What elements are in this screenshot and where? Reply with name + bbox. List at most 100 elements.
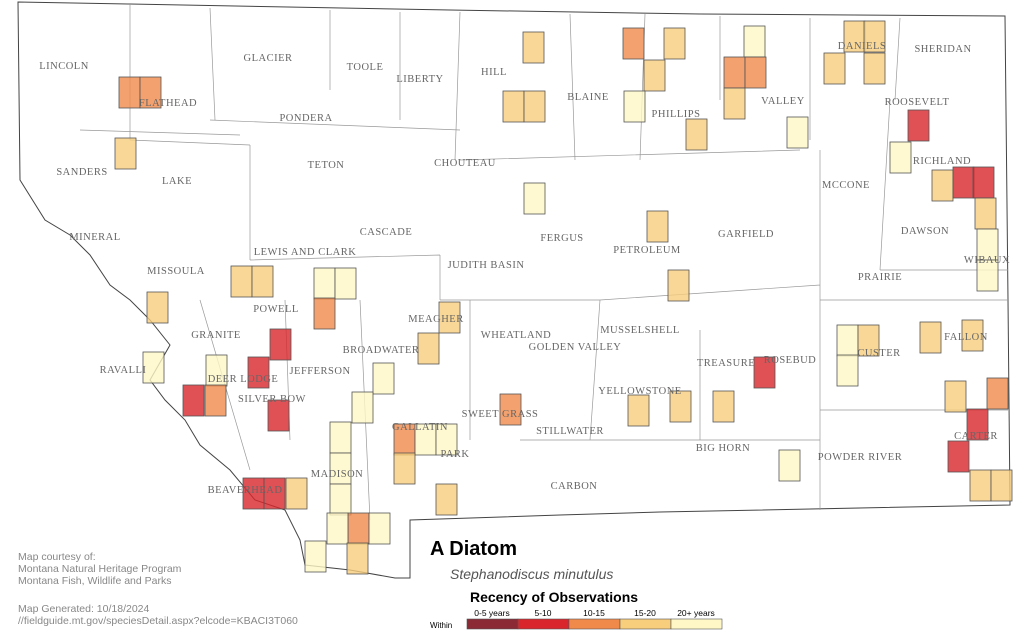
- county-label: MINERAL: [69, 232, 120, 243]
- observation-square: [204, 384, 227, 417]
- legend-label: 5-10: [534, 608, 551, 618]
- observation-square: [523, 90, 546, 123]
- county-label: SANDERS: [56, 167, 107, 178]
- county-label: BIG HORN: [696, 443, 750, 454]
- observation-square: [114, 137, 137, 170]
- county-label: MADISON: [311, 469, 364, 480]
- observation-square: [723, 87, 746, 120]
- legend: 0-5 years 5-10 10-15 15-20 20+ years: [466, 608, 723, 630]
- county-label: GOLDEN VALLEY: [529, 342, 622, 353]
- county-label: POWELL: [253, 304, 299, 315]
- legend-label: 15-20: [634, 608, 656, 618]
- credit-line: Map courtesy of:: [18, 551, 96, 563]
- legend-prefix: Within: [430, 621, 452, 630]
- county-labels: LINCOLN FLATHEAD GLACIER TOOLE LIBERTY HILL BL…: [39, 41, 1009, 496]
- observation-square: [786, 116, 809, 149]
- county-label: FLATHEAD: [139, 98, 197, 109]
- county-label: POWDER RIVER: [818, 452, 902, 463]
- generated-line: //fieldguide.mt.gov/speciesDetail.aspx?e…: [18, 615, 298, 627]
- observation-square: [944, 380, 967, 413]
- observation-square: [347, 512, 370, 545]
- observation-square: [230, 265, 253, 298]
- county-label: STILLWATER: [536, 426, 604, 437]
- county-label: TREASURE: [697, 358, 755, 369]
- county-label: PRAIRIE: [858, 272, 902, 283]
- legend-label: 10-15: [583, 608, 605, 618]
- county-label: YELLOWSTONE: [598, 386, 681, 397]
- observation-square: [974, 197, 997, 230]
- observation-square: [952, 166, 975, 199]
- legend-label: 20+ years: [677, 608, 715, 618]
- county-label: ROOSEVELT: [885, 97, 950, 108]
- observation-square: [823, 52, 846, 85]
- observation-square: [966, 408, 989, 441]
- observation-square: [627, 394, 650, 427]
- county-label: JEFFERSON: [289, 366, 350, 377]
- county-label: VALLEY: [761, 96, 805, 107]
- observation-square: [778, 449, 801, 482]
- observation-square: [346, 542, 369, 575]
- county-label: FERGUS: [540, 233, 583, 244]
- observation-square: [889, 141, 912, 174]
- observation-square: [142, 351, 165, 384]
- legend-swatch: [619, 618, 672, 630]
- observation-square: [329, 483, 352, 516]
- county-label: BROADWATER: [343, 345, 420, 356]
- county-label: RICHLAND: [913, 156, 971, 167]
- observation-square: [836, 354, 859, 387]
- observation-square: [368, 512, 391, 545]
- observation-square: [857, 324, 880, 357]
- observation-square: [372, 362, 395, 395]
- county-label: SILVER BOW: [238, 394, 306, 405]
- observation-square: [313, 297, 336, 330]
- county-label: ROSEBUD: [764, 355, 817, 366]
- credit-line: Montana Natural Heritage Program: [18, 563, 182, 575]
- county-label: CHOUTEAU: [434, 158, 496, 169]
- observation-square: [931, 169, 954, 202]
- county-label: CARTER: [954, 431, 998, 442]
- observation-square: [622, 27, 645, 60]
- county-label: CUSTER: [857, 348, 900, 359]
- county-label: TOOLE: [347, 62, 384, 73]
- observation-square: [743, 25, 766, 58]
- county-label: CARBON: [551, 481, 598, 492]
- county-label: PHILLIPS: [652, 109, 701, 120]
- credit-line: Montana Fish, Wildlife and Parks: [18, 575, 171, 587]
- observation-square: [251, 265, 274, 298]
- observation-square: [326, 512, 349, 545]
- county-label: MEAGHER: [408, 314, 463, 325]
- observation-square: [269, 328, 292, 361]
- county-label: GARFIELD: [718, 229, 774, 240]
- observation-square: [417, 332, 440, 365]
- observation-square: [744, 56, 767, 89]
- observation-square: [304, 540, 327, 573]
- observation-square: [972, 166, 995, 199]
- county-label: BEAVERHEAD: [208, 485, 283, 496]
- county-label: MISSOULA: [147, 266, 205, 277]
- county-label: JUDITH BASIN: [448, 260, 525, 271]
- species-title: A Diatom: [430, 538, 517, 560]
- observation-square: [907, 109, 930, 142]
- observation-square: [522, 31, 545, 64]
- county-label: RAVALLI: [100, 365, 147, 376]
- observation-square: [663, 27, 686, 60]
- county-label: DANIELS: [838, 41, 886, 52]
- county-label: GLACIER: [244, 53, 293, 64]
- observation-square: [499, 393, 522, 426]
- county-label: PARK: [440, 449, 469, 460]
- county-label: DEER LODGE: [208, 374, 279, 385]
- county-label: PONDERA: [279, 113, 332, 124]
- observation-square: [285, 477, 308, 510]
- observation-square: [182, 384, 205, 417]
- observation-square: [329, 421, 352, 454]
- county-label: SHERIDAN: [914, 44, 971, 55]
- observation-square: [435, 483, 458, 516]
- observation-square: [438, 301, 461, 334]
- observation-square: [712, 390, 735, 423]
- observation-square: [969, 469, 992, 502]
- observation-square: [976, 259, 999, 292]
- observation-square: [986, 377, 1009, 410]
- county-label: TETON: [308, 160, 345, 171]
- observation-square: [836, 324, 859, 357]
- observation-square: [146, 291, 169, 324]
